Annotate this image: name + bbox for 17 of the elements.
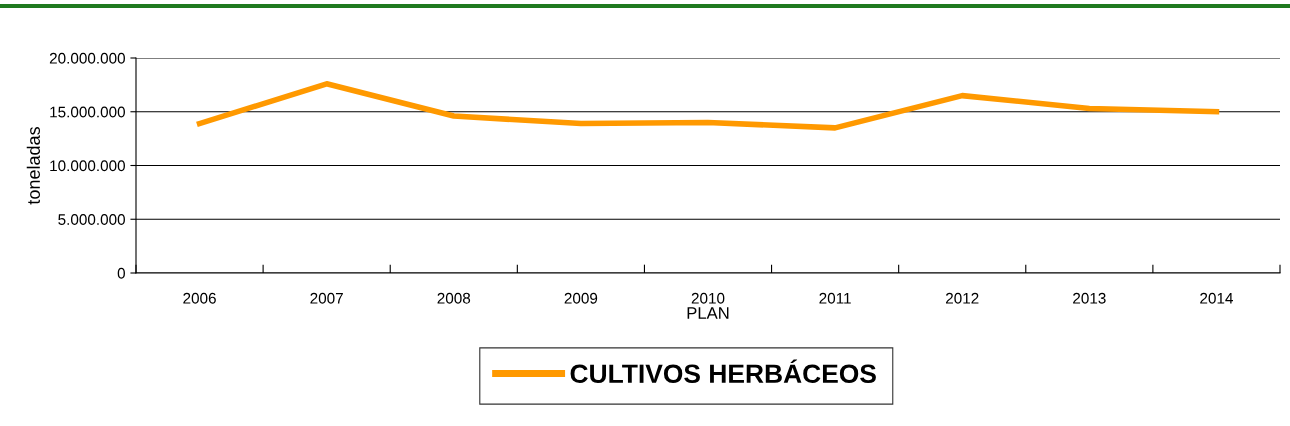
- y-tick-label: 20.000.000: [49, 52, 125, 64]
- x-tick-label: 2010: [691, 292, 725, 304]
- x-tick-label: 2007: [310, 292, 343, 304]
- x-tick-label: 2006: [183, 292, 216, 304]
- x-tick-label: 2014: [1200, 292, 1233, 304]
- y-tick-label: 0: [117, 267, 125, 279]
- x-tick-label: 2011: [819, 292, 851, 304]
- y-axis-title: toneladas: [26, 127, 40, 205]
- y-tick-label: 5.000.000: [58, 214, 125, 225]
- x-tick-label: 2008: [437, 292, 471, 304]
- x-axis-title: PLAN: [687, 307, 729, 319]
- y-tick-label: 15.000.000: [50, 106, 125, 118]
- x-tick-label: 2012: [946, 292, 979, 304]
- y-tick-label: 10.000.000: [50, 160, 125, 172]
- legend-label: CULTIVOS HERBÁCEOS: [570, 359, 876, 384]
- x-tick-label: 2013: [1073, 292, 1106, 304]
- x-tick-label: 2009: [564, 292, 598, 304]
